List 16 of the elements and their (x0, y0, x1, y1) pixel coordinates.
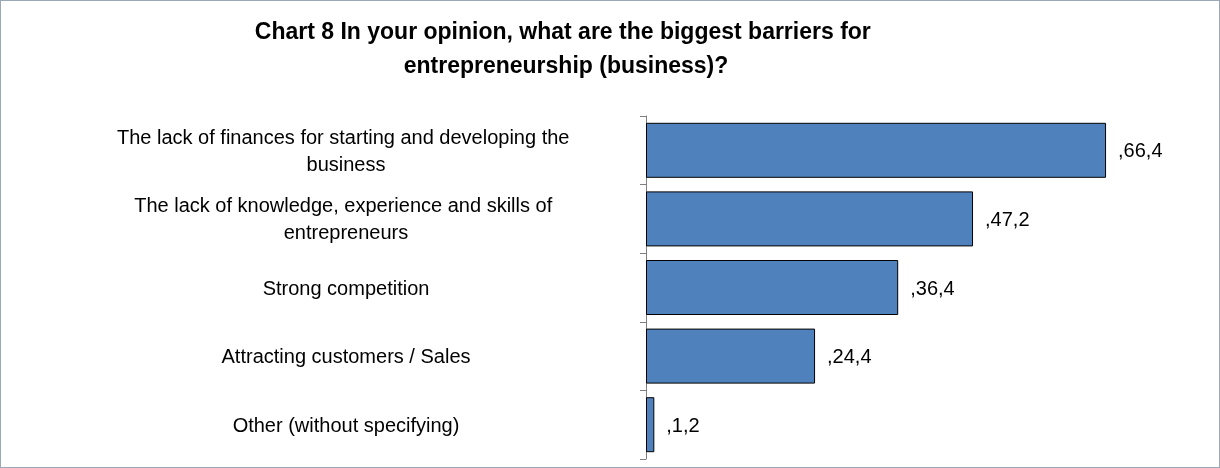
data-label: ,24,4 (827, 345, 872, 368)
bar (646, 122, 1107, 178)
bar (646, 397, 655, 453)
data-label: ,47,2 (985, 207, 1030, 230)
y-tick-label: Other (without specifying) (232, 413, 460, 436)
bar (646, 260, 899, 315)
bar (646, 191, 974, 247)
y-tick-label: Attracting customers / Sales (221, 345, 471, 368)
data-label: ,1,2 (666, 413, 700, 436)
bar (646, 328, 816, 384)
data-label: ,36,4 (910, 276, 955, 299)
data-label: ,66,4 (1118, 139, 1163, 162)
y-tick-label: The lack of finances for starting and developing the business (116, 125, 576, 175)
y-tick-label: The lack of knowledge, experience and skills of entrepreneurs (134, 194, 558, 244)
chart-title: Chart 8 In your opinion, what are the biggest barriers for entrepreneurship (business)? (254, 18, 878, 78)
y-tick-label: Strong competition (262, 276, 430, 299)
